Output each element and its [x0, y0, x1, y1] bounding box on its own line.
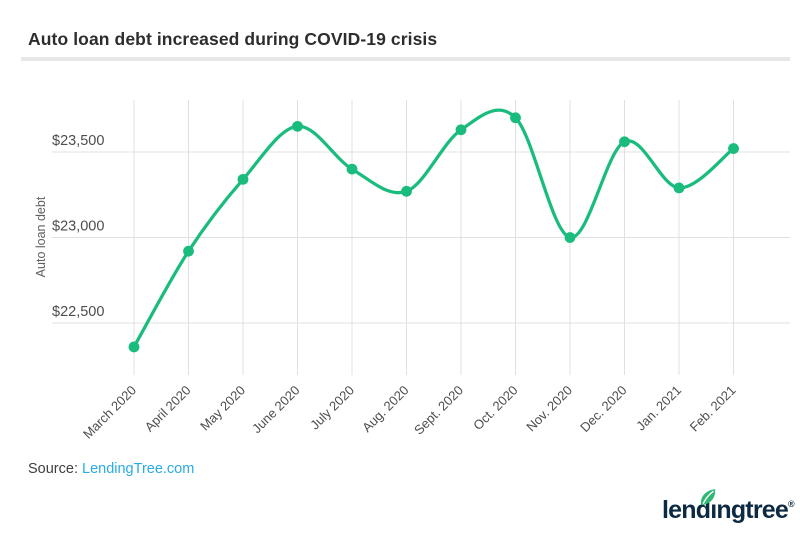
y-tick-label: $23,500: [52, 133, 104, 149]
x-tick-label: Jan. 2021: [633, 383, 684, 434]
leaf-icon: [700, 489, 716, 506]
x-tick-label: May 2020: [197, 383, 248, 434]
data-point: [564, 232, 576, 243]
data-point: [619, 136, 630, 148]
data-point: [292, 120, 303, 132]
source-line: Source: LendingTree.com: [28, 461, 194, 477]
x-tick-label: Aug. 2020: [359, 383, 412, 436]
x-tick-label: Oct. 2020: [470, 383, 520, 433]
x-tick-label: Feb. 2021: [687, 383, 739, 435]
data-point: [128, 341, 140, 353]
data-point: [346, 163, 358, 175]
x-tick-label: Sept. 2020: [411, 383, 466, 438]
line-chart-plot: $23,500 $23,000 $22,500 March 2020 April 202…: [34, 100, 790, 442]
y-tick-label: $22,500: [52, 304, 104, 320]
y-tick-label: $23,000: [52, 219, 104, 235]
source-label: Source:: [28, 461, 78, 477]
source-link[interactable]: LendingTree.com: [82, 461, 195, 477]
data-point: [237, 173, 249, 185]
x-tick-label: Nov. 2020: [523, 383, 575, 435]
data-point: [183, 245, 194, 257]
data-point: [455, 124, 467, 136]
data-point: [728, 143, 739, 154]
data-point: [401, 185, 412, 197]
x-tick-label: April 2020: [142, 383, 194, 435]
registered-mark: ®: [787, 499, 795, 509]
data-point: [673, 182, 685, 194]
x-tick-label: Dec. 2020: [577, 383, 630, 436]
x-tick-label: June 2020: [249, 383, 303, 437]
x-tick-label: March 2020: [80, 383, 139, 442]
x-tick-label: July 2020: [307, 383, 357, 433]
y-axis-title: Auto loan debt: [34, 196, 48, 277]
data-point: [510, 112, 521, 124]
page-title: Auto loan debt increased during COVID-19…: [28, 29, 438, 49]
logo-text-ingtree: ıngtree: [710, 496, 789, 524]
lendingtree-logo: lendıngtree®: [662, 489, 795, 536]
series-line: [132, 108, 736, 349]
title-divider: [21, 57, 790, 61]
